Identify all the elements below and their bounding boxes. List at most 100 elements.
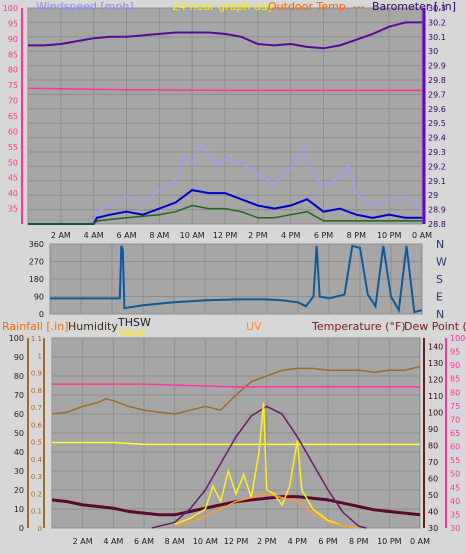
series-line [28,189,422,225]
barometer-tick-label: 30.2 [428,18,446,27]
rainfall-tick-label: 0.7 [31,404,42,412]
windspeed-tick-label: 35 [8,205,18,214]
barometer-tick-label: 29 [428,191,438,200]
humidity-tick-label: 100 [9,334,24,343]
dewpoint-tick-label: 30 [450,524,460,533]
series-line [151,405,367,529]
windspeed-tick-label: 65 [8,112,18,121]
rainfall-axis: 0 0.1 0.2 0.3 0.4 0.5 0.6 0.7 0.8 0.9 1 1.1 [31,335,43,533]
time-tick-label: 2 PM [248,231,267,240]
dewpoint-tick-label: 40 [450,497,460,506]
time-tick-label: 10 PM [377,231,402,240]
temperature-tick-label: 70 [428,458,438,467]
rainfall-tick-label: 0.4 [31,456,43,464]
rainfall-tick-label: 1.1 [31,335,42,343]
barometer-tick-label: 29.5 [428,119,446,128]
direction-tick-label: 360 [29,240,44,249]
windspeed-tick-label: 85 [8,50,18,59]
uv-label: UV [246,320,262,333]
dewpoint-axis: 30 35 40 45 50 55 60 65 70 75 80 85 90 95 100 [450,334,465,533]
dewpoint-tick-label: 95 [450,348,460,357]
humidity-tick-label: 0 [19,524,24,533]
barometer-tick-label: 29.7 [428,90,446,99]
time-tick-label: 10 AM [193,537,218,546]
compass-label: S [436,273,443,286]
dewpoint-tick-label: 70 [450,415,460,424]
time-tick-label: 4 AM [103,537,123,546]
barometer-tick-label: 29.8 [428,76,446,85]
time-tick-label: 8 PM [349,537,368,546]
temperature-tick-label: 90 [428,425,438,434]
time-tick-label: 12 PM [224,537,249,546]
temperature-tick-label: 40 [428,507,438,516]
time-tick-label: 4 PM [288,537,307,546]
rainfall-tick-label: 0.8 [31,387,42,395]
outdoor-temp-label: Outdoor Temp. --- [268,0,365,13]
time-tick-label: 4 PM [281,231,300,240]
direction-tick-label: 90 [34,293,44,302]
time-tick-label: 8 AM [149,231,169,240]
series-line [174,402,359,529]
temperature-tick-label: 110 [428,392,443,401]
rainfall-label: Rainfall [.in] [2,320,69,333]
temperature-tick-label: 60 [428,474,438,483]
humidity-tick-label: 50 [14,429,24,438]
temperature-tick-label: 100 [428,408,443,417]
barometer-label: Barometer [.in] [372,0,456,13]
dewpoint-tick-label: 100 [450,334,465,343]
time-axis: 2 AM 4 AM 6 AM 8 AM 10 AM 12 PM 2 PM 4 PM 6 PM 8 … [51,231,432,240]
barometer-tick-label: 30.1 [428,33,446,42]
windspeed-tick-label: 50 [8,158,18,167]
barometer-tick-label: 29.6 [428,105,446,114]
rainfall-tick-label: 1 [38,352,42,360]
time-tick-label: 8 AM [165,537,185,546]
direction-tick-label: 180 [29,275,44,284]
humidity-axis: 0 10 20 30 40 50 60 70 80 90 100 [9,334,24,533]
temperature-tick-label: 120 [428,375,443,384]
humidity-label: Humidity [68,320,118,333]
temp-grid [51,337,421,529]
temperature-tick-label: 80 [428,441,438,450]
windspeed-tick-label: 80 [8,66,18,75]
dewpoint-tick-label: 50 [450,470,460,479]
solar-label: Solar [118,326,147,339]
barometer-tick-label: 29.1 [428,177,446,186]
dewpoint-tick-label: 75 [450,402,460,411]
rainfall-tick-label: 0.1 [31,508,42,516]
grid [27,7,423,225]
windspeed-tick-label: 70 [8,97,18,106]
humidity-tick-label: 70 [14,391,24,400]
temp-series-group [51,365,421,529]
time-tick-label: 8 PM [347,231,366,240]
direction-series [50,244,423,314]
time-tick-label: 6 PM [318,537,337,546]
barometer-tick-label: 30.3 [428,4,446,13]
barometer-tick-label: 29.4 [428,134,446,143]
time-tick-label: 0 AM [412,231,432,240]
compass-label: E [436,291,443,304]
barometer-axis: 28.8 28.9 29 29.1 29.2 29.3 29.4 29.5 29.6 29.7 29… [428,4,446,229]
barometer-tick-label: 29.3 [428,148,446,157]
rainfall-tick-label: 0.2 [31,490,42,498]
series-line [174,493,359,529]
time-tick-label: 6 AM [116,231,136,240]
series-line [52,441,420,446]
humidity-tick-label: 60 [14,410,24,419]
humidity-tick-label: 20 [14,486,24,495]
humidity-tick-label: 40 [14,448,24,457]
rainfall-tick-label: 0.5 [31,439,42,447]
temperature-tick-label: 30 [428,524,438,533]
compass-label: N [436,308,444,321]
temperature-tick-label: 50 [428,491,438,500]
windspeed-tick-label: 95 [8,19,18,28]
time-tick-label: 12 PM [213,231,238,240]
series-line [51,365,421,415]
temperature-tick-label: 140 [428,342,443,351]
time-tick-label: 6 AM [134,537,154,546]
direction-grid [49,243,423,315]
humidity-tick-label: 10 [14,505,24,514]
humidity-tick-label: 80 [14,372,24,381]
dewpoint-tick-label: 35 [450,510,460,519]
graph-day-label: 24 hour graph day [172,0,275,13]
